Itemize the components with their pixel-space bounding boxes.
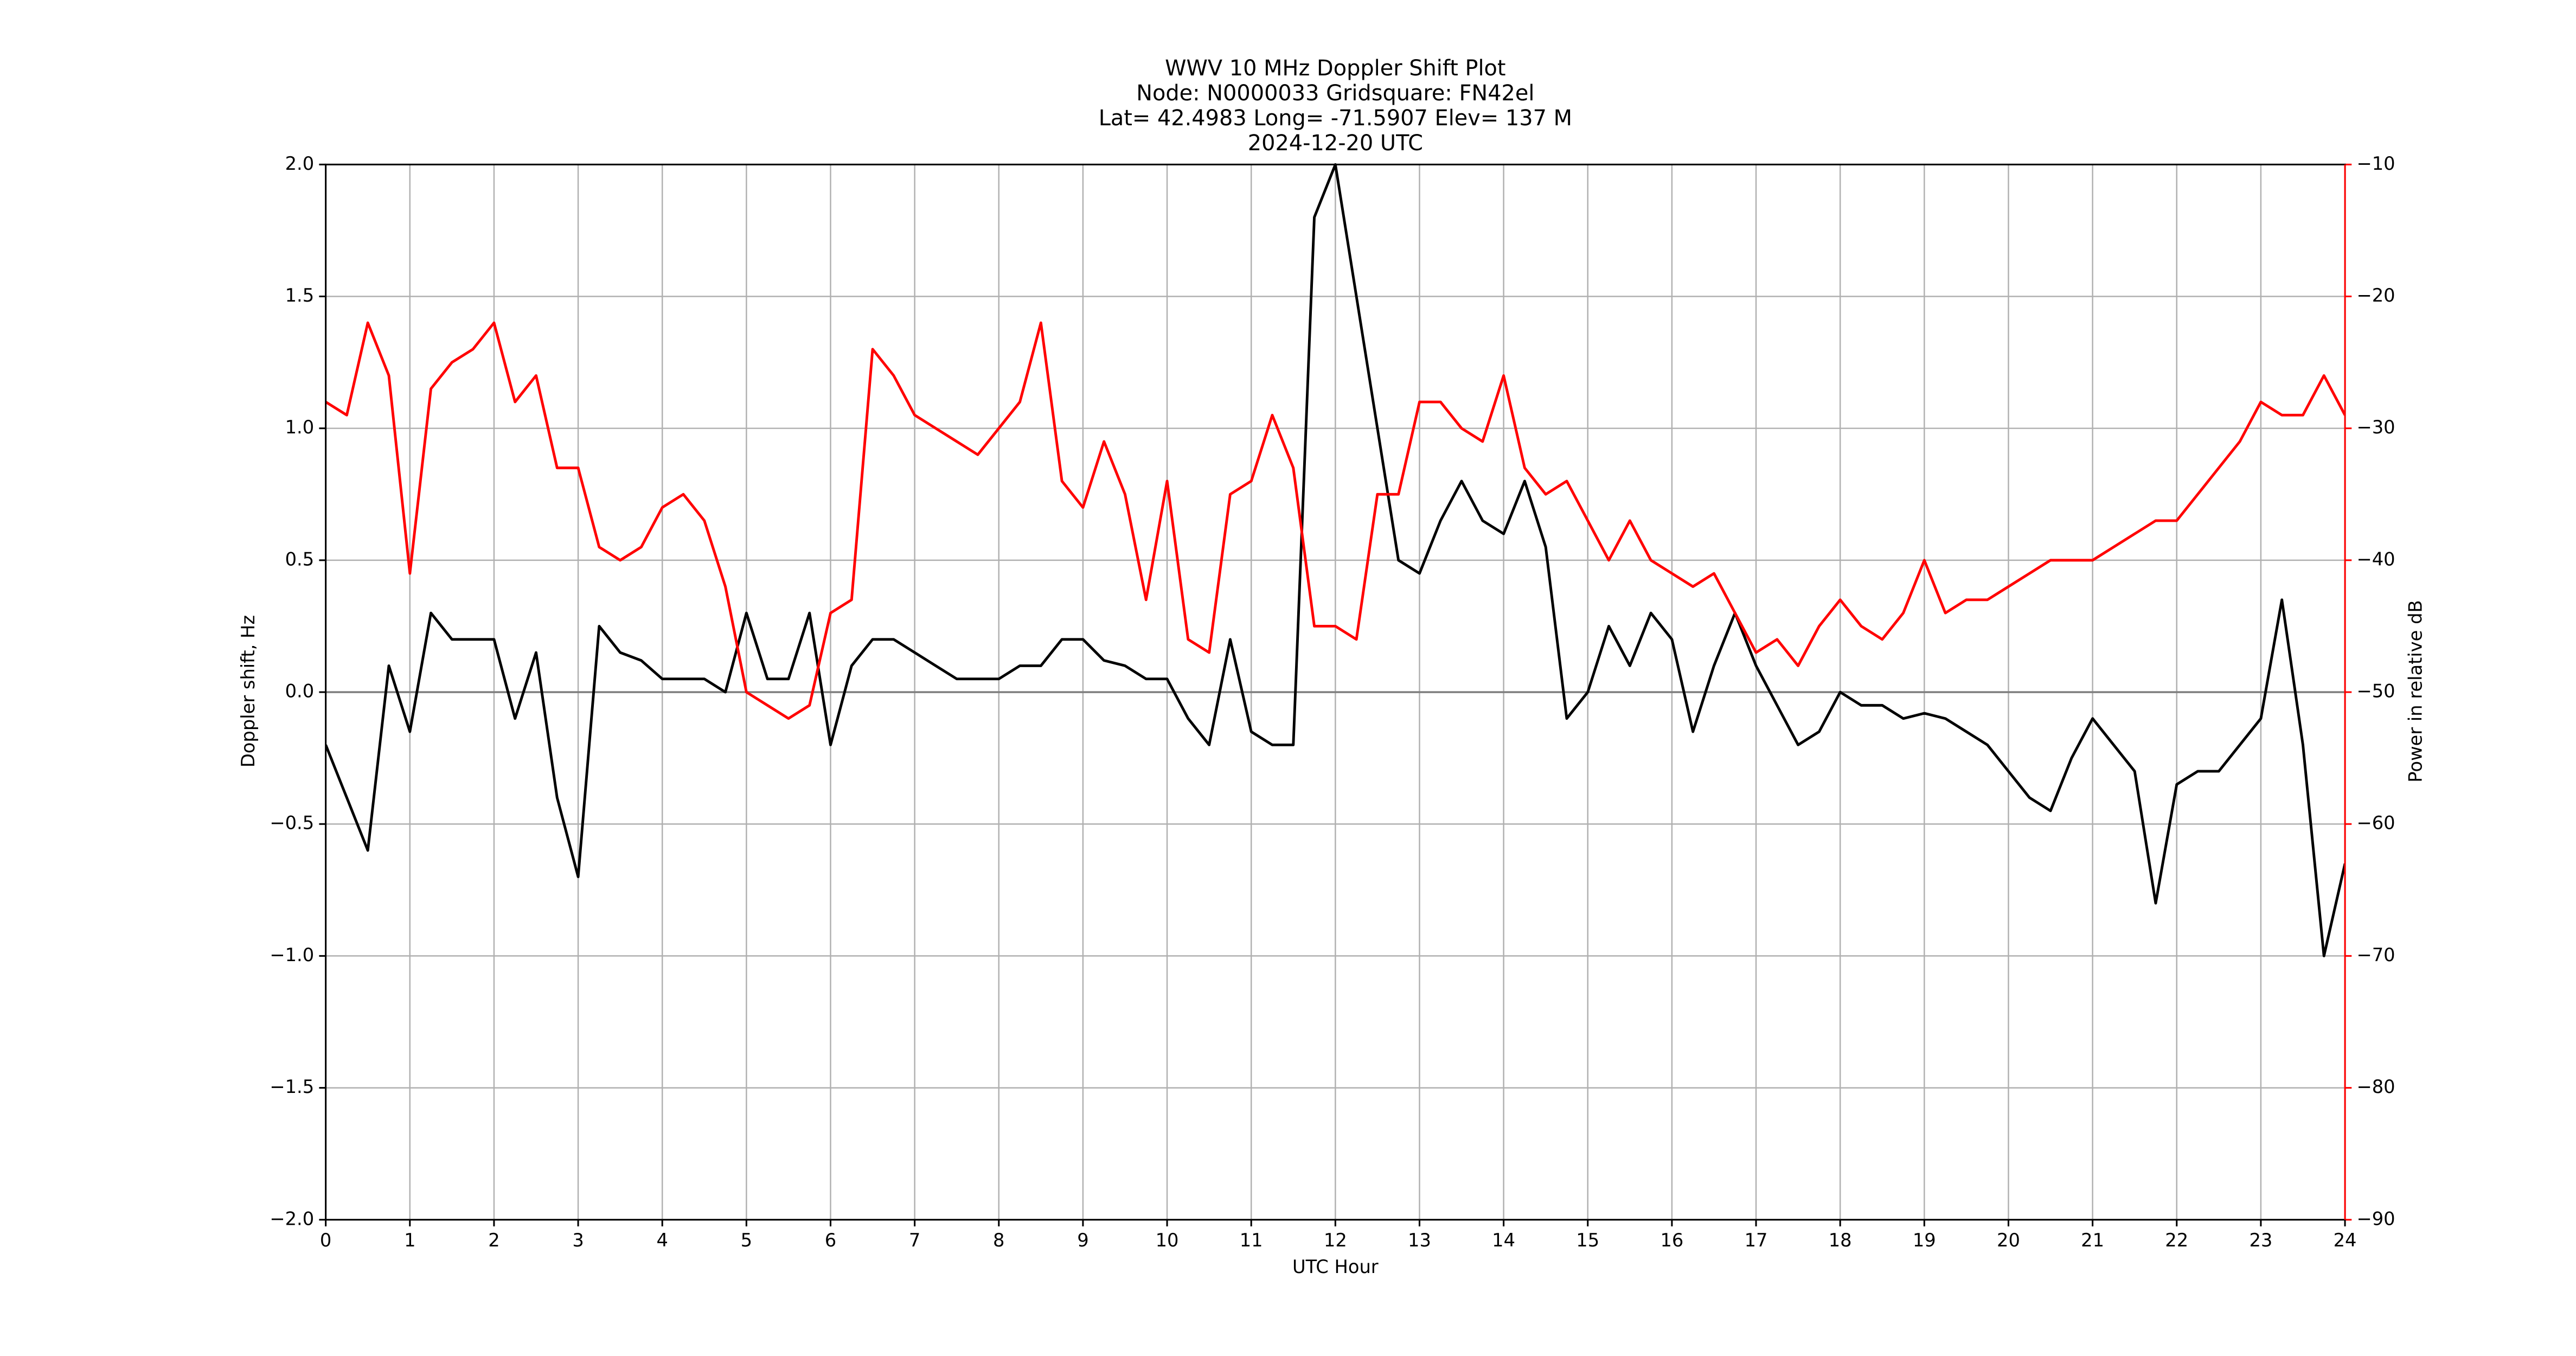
x-tick-label: 12: [1324, 1230, 1347, 1251]
data-line: [325, 321, 2346, 720]
x-tick-label: 10: [1156, 1230, 1179, 1251]
x-tick-label: 11: [1240, 1230, 1263, 1251]
x-tick-label: 17: [1745, 1230, 1768, 1251]
x-tick-label: 21: [2081, 1230, 2104, 1251]
x-tick-label: 18: [1829, 1230, 1852, 1251]
x-tick-label: 5: [741, 1230, 752, 1251]
y2-tick-label: −70: [2356, 944, 2395, 965]
title-line: 2024-12-20 UTC: [1248, 131, 1423, 156]
y-axis-label: Doppler shift, Hz: [238, 615, 259, 767]
y-tick-label: −0.5: [270, 813, 314, 834]
y2-tick-label: −30: [2356, 417, 2395, 438]
y2-tick-label: −20: [2356, 285, 2395, 306]
y-tick-label: 2.0: [285, 153, 315, 174]
x-tick-label: 1: [404, 1230, 415, 1251]
y2-tick-label: −40: [2356, 548, 2395, 570]
title-line: Lat= 42.4983 Long= -71.5907 Elev= 137 M: [1099, 106, 1572, 131]
y2-tick-label: −50: [2356, 681, 2395, 702]
x-tick-label: 6: [825, 1230, 836, 1251]
x-tick-label: 4: [656, 1230, 668, 1251]
y-tick-label: −1.5: [270, 1076, 314, 1097]
y-tick-label: 1.0: [285, 417, 315, 438]
x-tick-label: 19: [1913, 1230, 1936, 1251]
x-tick-label: 20: [1997, 1230, 2020, 1251]
x-tick-label: 22: [2165, 1230, 2188, 1251]
y2-tick-label: −90: [2356, 1208, 2395, 1229]
x-tick-label: 15: [1576, 1230, 1599, 1251]
y2-axis-label: Power in relative dB: [2405, 600, 2426, 782]
x-axis-label: UTC Hour: [1292, 1256, 1379, 1277]
x-tick-label: 23: [2249, 1230, 2272, 1251]
x-tick-label: 9: [1077, 1230, 1088, 1251]
x-tick-label: 2: [488, 1230, 499, 1251]
y-tick-label: 1.5: [285, 285, 315, 306]
x-tick-label: 7: [909, 1230, 920, 1251]
x-tick-label: 24: [2334, 1230, 2357, 1251]
y-tick-label: 0.0: [285, 681, 315, 702]
y2-tick-label: −10: [2356, 153, 2395, 174]
x-tick-label: 8: [993, 1230, 1004, 1251]
x-tick-label: 13: [1408, 1230, 1431, 1251]
y2-tick-label: −80: [2356, 1076, 2395, 1097]
y-tick-label: −2.0: [270, 1208, 314, 1229]
x-tick-label: 14: [1492, 1230, 1515, 1251]
y-tick-label: −1.0: [270, 944, 314, 965]
title-line: Node: N0000033 Gridsquare: FN42el: [1136, 81, 1534, 106]
x-tick-label: 0: [320, 1230, 331, 1251]
title-line: WWV 10 MHz Doppler Shift Plot: [1165, 56, 1505, 81]
y2-tick-label: −60: [2356, 813, 2395, 834]
y-tick-label: 0.5: [285, 548, 315, 570]
x-tick-label: 3: [572, 1230, 584, 1251]
x-tick-label: 16: [1660, 1230, 1683, 1251]
